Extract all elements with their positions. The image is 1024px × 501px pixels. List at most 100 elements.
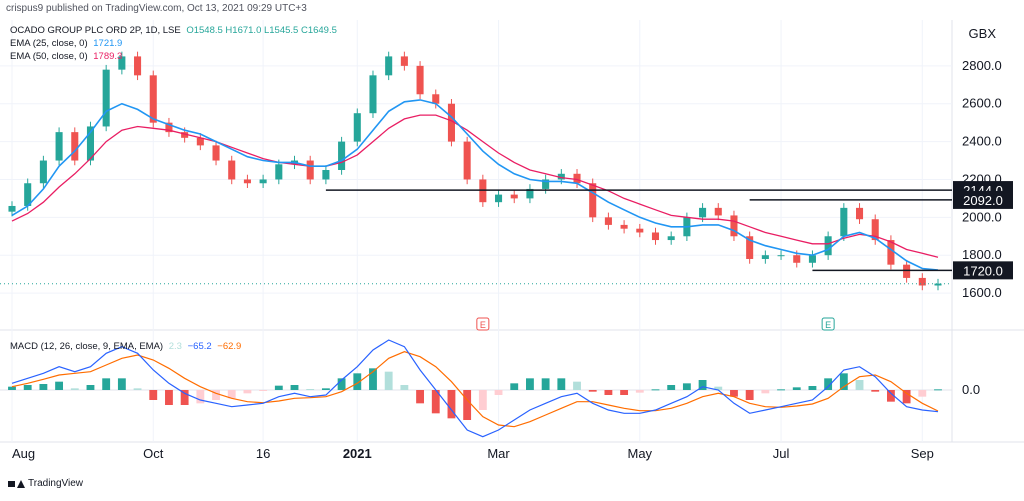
macd-histogram-bar xyxy=(682,383,691,390)
candle-body xyxy=(118,56,126,70)
symbol-name: OCADO GROUP PLC ORD 2P, 1D, LSE xyxy=(10,25,181,36)
candle-body xyxy=(903,264,911,278)
level-label: 2092.0 xyxy=(963,193,1003,208)
macd-histogram-bar xyxy=(102,378,111,390)
macd-hist-value: 2.3 xyxy=(168,341,182,352)
macd-histogram-bar xyxy=(855,380,864,390)
macd-histogram-bar xyxy=(730,390,738,397)
earnings-marker xyxy=(476,317,490,331)
candle-body xyxy=(259,179,267,184)
candle-body xyxy=(746,236,754,259)
macd-histogram-bar xyxy=(698,380,707,390)
macd-histogram-bar xyxy=(604,390,613,395)
candle-body xyxy=(243,179,251,184)
macd-histogram-bar xyxy=(306,389,315,390)
macd-histogram-bar xyxy=(745,390,754,400)
candle-body xyxy=(714,207,722,216)
price-tick-label: 1600.0 xyxy=(962,285,1002,300)
macd-label: MACD (12, 26, close, 9, EMA, EMA) xyxy=(10,341,164,352)
macd-histogram-bar xyxy=(635,390,644,393)
macd-histogram-bar xyxy=(400,385,409,390)
price-tick-label: 1800.0 xyxy=(962,247,1002,262)
candle-body xyxy=(510,194,518,199)
macd-histogram-bar xyxy=(55,381,64,390)
candle-body xyxy=(934,283,942,286)
macd-histogram-bar xyxy=(23,385,32,390)
candle-body xyxy=(667,236,675,241)
candle-body xyxy=(353,113,361,142)
candle-body xyxy=(840,207,848,237)
earnings-marker xyxy=(821,317,835,331)
candle-body xyxy=(793,255,801,263)
ema25-line xyxy=(11,99,939,271)
candle-body xyxy=(369,75,377,114)
axes: 1600.0 1800.0 2000.0 2200.0 2400.0 2600.0 2800… xyxy=(12,58,1002,461)
ema25-legend: EMA (25, close, 0) 1721.9 xyxy=(10,38,122,49)
candle-body xyxy=(196,137,204,146)
price-tick-label: 2400.0 xyxy=(962,134,1002,149)
candle-body xyxy=(479,179,487,203)
ema25-label: EMA (25, close, 0) xyxy=(10,38,88,49)
macd-histogram-bar xyxy=(777,389,785,391)
macd-histogram-bar xyxy=(824,378,833,390)
candles xyxy=(8,51,942,291)
macd-zero-label: 0.0 xyxy=(962,382,980,397)
candle-body xyxy=(699,207,707,218)
macd-histogram-bar xyxy=(478,390,487,410)
footer-brand: TradingView xyxy=(8,478,83,489)
macd-histogram-bar xyxy=(227,390,236,399)
macd-histogram-bar xyxy=(510,383,519,390)
price-tick-label: 2200.0 xyxy=(962,171,1002,186)
symbol-legend: OCADO GROUP PLC ORD 2P, 1D, LSE O1548.5 … xyxy=(10,25,337,36)
macd-histogram-bar xyxy=(447,390,456,419)
macd-histogram-bar xyxy=(902,390,911,404)
candle-body xyxy=(777,255,785,257)
macd-histogram-bar xyxy=(384,371,393,390)
macd-histogram-bar xyxy=(86,385,95,390)
macd-histogram-bar xyxy=(149,390,158,400)
macd-histogram-bar xyxy=(808,386,817,390)
candle-body xyxy=(557,173,565,180)
ohlc-values: O1548.5 H1671.0 L1545.5 C1649.5 xyxy=(186,25,337,36)
macd-histogram-bar xyxy=(243,390,252,394)
ema50-legend: EMA (50, close, 0) 1789.3 xyxy=(10,51,122,62)
macd-histogram-bar xyxy=(290,385,299,390)
macd-histogram-bar xyxy=(792,387,801,390)
macd-histogram-bar xyxy=(180,390,189,405)
level-label-box xyxy=(953,190,1013,209)
time-tick-label: Aug xyxy=(12,446,35,461)
macd-histogram-bar xyxy=(541,378,550,390)
macd-histogram-bar xyxy=(714,386,723,390)
ema25-value: 1721.9 xyxy=(93,38,123,49)
earnings-label: E xyxy=(480,320,486,330)
time-tick-label: 2021 xyxy=(343,446,372,461)
macd-histogram-bar xyxy=(416,390,424,404)
macd-histogram-bar xyxy=(39,384,48,390)
ema-lines xyxy=(0,99,952,285)
candle-body xyxy=(39,160,47,184)
candle-body xyxy=(86,126,95,161)
macd-signal-value: −62.9 xyxy=(217,341,242,352)
macd-histogram-bar xyxy=(133,388,142,390)
macd-histogram-bar xyxy=(871,390,880,392)
candle-body xyxy=(24,183,32,206)
candle-body xyxy=(306,160,314,180)
candle-body xyxy=(730,215,738,237)
macd-histogram-bar xyxy=(918,390,927,397)
ema50-label: EMA (50, close, 0) xyxy=(10,51,88,62)
macd-line-value: −65.2 xyxy=(187,341,212,352)
candle-body xyxy=(495,194,503,203)
candle-body xyxy=(134,56,142,76)
macd-histogram-bar xyxy=(431,390,440,414)
macd-histogram-bar xyxy=(573,381,581,390)
candle-body xyxy=(651,232,660,241)
candle-body xyxy=(761,255,769,259)
candle-body xyxy=(322,170,330,180)
candle-body xyxy=(808,255,816,263)
candle-body xyxy=(447,103,455,142)
tradingview-logo-icon xyxy=(8,479,25,489)
time-tick-label: Mar xyxy=(487,446,510,461)
